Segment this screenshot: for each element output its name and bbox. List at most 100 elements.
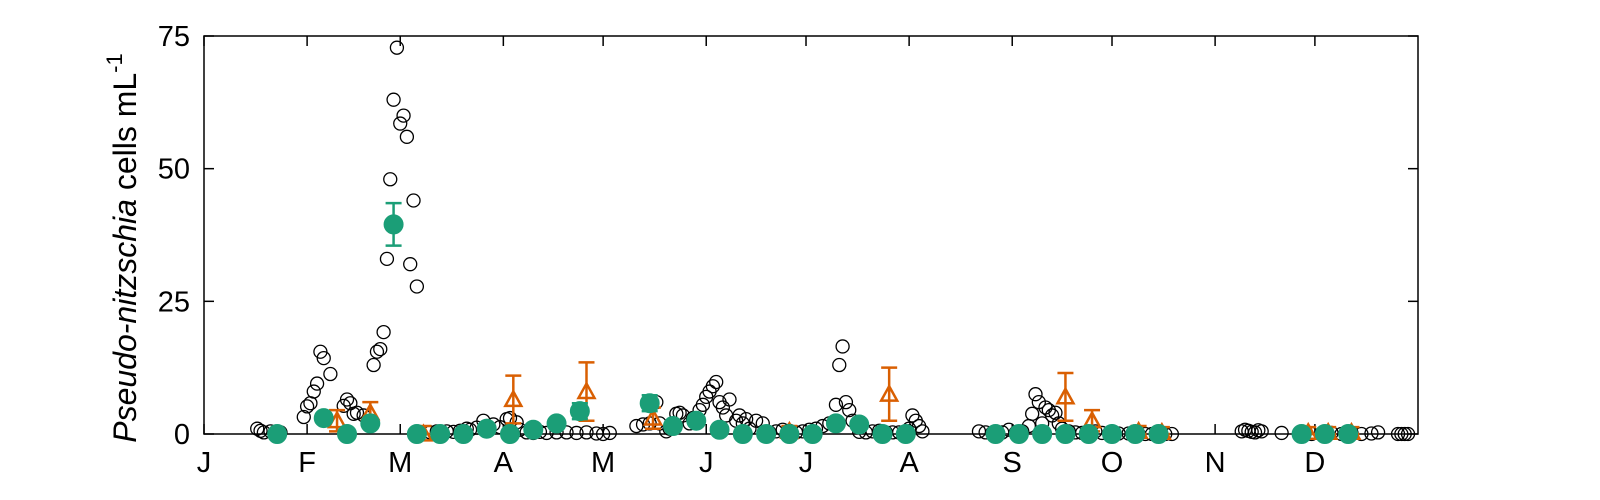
open-data-point — [383, 172, 398, 187]
open-data-point — [323, 366, 338, 382]
open-data-point — [719, 408, 734, 423]
green-data-point — [1055, 424, 1076, 444]
x-tick-label: M — [388, 447, 412, 479]
orange-triangle-point — [642, 407, 664, 426]
open-data-point — [705, 379, 721, 394]
open-data-point — [393, 116, 408, 131]
green-data-point — [895, 424, 916, 444]
green-data-point — [313, 408, 334, 429]
green-data-point — [1078, 424, 1099, 444]
open-data-point — [832, 357, 847, 373]
green-data-point — [1032, 424, 1053, 444]
green-data-point — [732, 424, 753, 444]
open-data-point — [579, 425, 594, 440]
y-tick-label: 75 — [158, 21, 190, 53]
green-data-point — [825, 413, 846, 434]
open-data-point — [250, 421, 265, 436]
y-axis-title-units: cells mL — [107, 73, 143, 199]
open-data-point — [602, 425, 617, 441]
green-data-point — [1008, 424, 1029, 444]
green-data-point — [662, 416, 683, 437]
green-data-point — [1125, 424, 1146, 444]
y-axis-ticks: 0 25 50 75 — [158, 21, 1418, 451]
open-data-point — [1397, 426, 1412, 442]
open-data-point — [1028, 387, 1043, 402]
open-data-point — [1394, 426, 1409, 442]
green-data-point — [453, 424, 474, 444]
y-axis-title-italic: Pseudo-nitzschia — [107, 199, 143, 443]
x-tick-label: N — [1205, 447, 1226, 479]
open-data-point — [1370, 425, 1386, 440]
open-data-point — [1390, 426, 1406, 442]
green-data-point — [523, 419, 544, 440]
open-data-point — [748, 413, 764, 428]
open-data-point — [406, 193, 421, 208]
green-data-point — [1314, 424, 1335, 444]
open-data-point — [595, 426, 611, 442]
orange-triangle-point — [879, 383, 900, 402]
green-data-point — [756, 424, 777, 444]
green-data-point — [499, 424, 520, 444]
y-axis-title-exponent: -1 — [102, 53, 127, 73]
open-data-point — [732, 408, 747, 423]
green-data-point — [849, 414, 870, 435]
x-tick-label: A — [494, 447, 514, 479]
orange-triangle-point — [1055, 386, 1076, 405]
green-data-point — [476, 418, 497, 439]
open-data-point — [842, 402, 857, 418]
open-data-point — [1025, 406, 1040, 421]
green-data-point — [546, 413, 567, 434]
green-data-point — [406, 424, 427, 444]
x-tick-label: J — [799, 447, 814, 479]
open-data-point — [835, 339, 850, 354]
x-tick-label: J — [699, 447, 714, 479]
open-data-point — [629, 418, 644, 434]
open-data-point — [306, 384, 321, 399]
green-data-point — [430, 424, 451, 444]
open-data-point — [1400, 426, 1416, 442]
green-data-point — [802, 424, 823, 444]
open-data-point — [409, 279, 425, 294]
open-data-point — [838, 395, 854, 410]
y-tick-label: 25 — [158, 286, 190, 318]
open-data-point — [376, 324, 391, 340]
x-tick-label: M — [591, 447, 615, 479]
open-data-point — [1247, 425, 1263, 440]
green-data-point — [383, 214, 404, 235]
y-axis-title: Pseudo-nitzschia cells mL-1 — [102, 53, 143, 443]
orange-triangle-point — [503, 388, 524, 408]
open-data-point — [349, 405, 365, 420]
open-data-point — [373, 341, 388, 357]
open-data-point — [386, 92, 401, 107]
y-tick-label: 50 — [158, 154, 190, 186]
open-data-point — [343, 396, 358, 411]
open-data-point — [569, 425, 584, 441]
x-tick-label: D — [1304, 447, 1325, 479]
x-tick-label: A — [899, 447, 919, 479]
green-data-point — [1148, 424, 1169, 444]
x-tick-label: S — [1003, 447, 1022, 479]
green-data-point — [779, 424, 800, 444]
plot-area-frame — [203, 35, 1419, 435]
y-tick-label: 0 — [174, 419, 190, 451]
open-data-point — [1364, 426, 1379, 441]
open-data-point — [316, 350, 331, 366]
open-data-point — [366, 357, 381, 373]
green-data-point — [1102, 424, 1123, 444]
open-data-point — [309, 376, 325, 391]
open-data-point — [1254, 424, 1269, 439]
open-data-point — [828, 397, 844, 412]
green-data-point — [569, 401, 590, 422]
open-data-point — [396, 108, 411, 123]
open-data-point — [303, 396, 318, 411]
x-tick-label: J — [197, 447, 212, 479]
green-circle-series — [267, 201, 1359, 444]
open-data-point — [379, 251, 395, 267]
open-data-point — [369, 344, 385, 359]
orange-triangle-point — [576, 380, 597, 400]
x-tick-label: F — [298, 447, 316, 479]
green-data-point — [267, 424, 288, 444]
open-data-point — [915, 424, 930, 439]
